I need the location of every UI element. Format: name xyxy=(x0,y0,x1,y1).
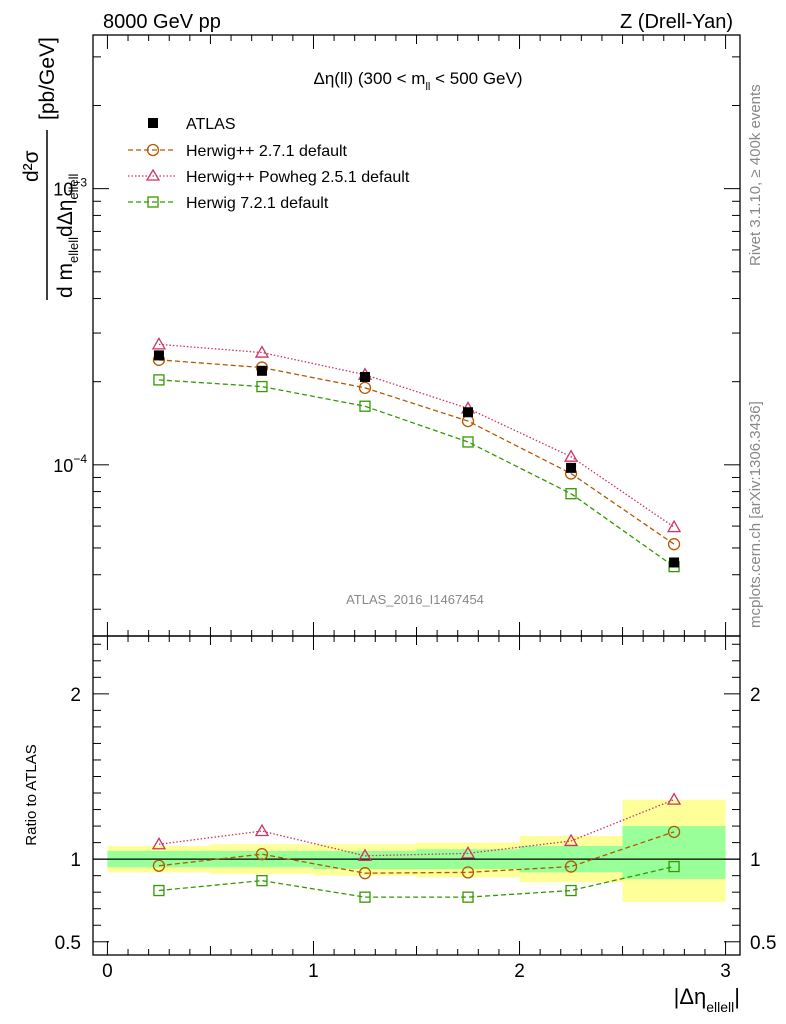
svg-text:Herwig 7.2.1 default: Herwig 7.2.1 default xyxy=(186,195,329,212)
main-series-1 xyxy=(152,353,681,551)
series-line xyxy=(158,359,675,545)
ratio-point xyxy=(563,833,579,847)
ratio-point xyxy=(667,825,681,839)
data-point-atlas xyxy=(566,462,577,473)
legend: ATLAS Herwig++ 2.7.1 default Herwig++ Po… xyxy=(128,116,410,212)
ratio-y-tick-label-left-0: 0.5 xyxy=(55,933,81,954)
legend-entry-herwig-powheg: Herwig++ Powheg 2.5.1 default xyxy=(128,168,410,186)
svg-text:[pb/GeV]: [pb/GeV] xyxy=(36,37,59,120)
series-point xyxy=(358,381,372,394)
ratio-panel-frame xyxy=(92,635,741,956)
main-y-axis-label: d²σ d mellelldΔηellell [pb/GeV] xyxy=(20,37,81,300)
ratio-line xyxy=(158,865,675,898)
side-text-mcplots: mcplots.cern.ch [arXiv:1306.3436] xyxy=(747,401,764,628)
series-point xyxy=(153,374,165,386)
svg-text:Herwig++ 2.7.1 default: Herwig++ 2.7.1 default xyxy=(186,143,348,160)
data-point-atlas xyxy=(256,365,267,376)
data-point-atlas xyxy=(463,407,474,418)
data-point-atlas xyxy=(153,350,164,361)
svg-text:d²σ: d²σ xyxy=(20,150,43,182)
legend-entry-herwig-721: Herwig 7.2.1 default xyxy=(128,195,329,212)
ratio-point xyxy=(153,884,165,897)
main-title: Δη(ll) (300 < mll < 500 GeV) xyxy=(313,69,522,93)
ratio-point xyxy=(256,874,268,887)
data-point-atlas xyxy=(669,557,680,568)
ratio-point xyxy=(666,792,682,805)
legend-marker-triangle xyxy=(145,168,161,181)
ratio-point xyxy=(151,836,167,850)
series-line xyxy=(158,379,675,568)
x-tick-label-1: 1 xyxy=(308,961,319,982)
ratio-y-tick-label-right-2: 2 xyxy=(750,685,761,706)
header-right: Z (Drell-Yan) xyxy=(620,11,733,33)
x-tick-label-0: 0 xyxy=(102,961,113,982)
series-point xyxy=(565,488,577,500)
legend-marker-circle xyxy=(146,143,160,157)
ratio-y-tick-label-right-0: 0.5 xyxy=(750,933,776,954)
ratio-y-tick-label-left-1: 1 xyxy=(70,850,81,871)
series-point xyxy=(666,519,682,533)
ratio-plot-series xyxy=(151,792,682,903)
series-point xyxy=(151,337,167,350)
legend-entry-atlas: ATLAS xyxy=(148,116,236,133)
analysis-watermark: ATLAS_2016_I1467454 xyxy=(346,592,484,607)
ratio-line xyxy=(158,831,675,874)
ratio-point xyxy=(461,866,475,879)
side-text-rivet: Rivet 3.1.10, ≥ 400k events xyxy=(747,84,764,266)
legend-entry-herwig-271: Herwig++ 2.7.1 default xyxy=(128,143,348,160)
series-point xyxy=(254,345,270,358)
ratio-point xyxy=(357,848,373,861)
main-series-2 xyxy=(151,337,682,533)
green-band-bin-5 xyxy=(622,826,726,879)
series-point xyxy=(667,538,681,551)
svg-text:d mellelldΔηellell: d mellelldΔηellell xyxy=(54,173,81,298)
series-point xyxy=(462,436,474,448)
ratio-line xyxy=(158,799,675,857)
main-series-3 xyxy=(153,374,680,573)
ratio-series-1 xyxy=(151,792,682,861)
x-tick-label-3: 3 xyxy=(720,961,731,982)
ratio-point xyxy=(152,859,166,872)
series-point xyxy=(256,380,268,393)
plot-axes xyxy=(92,34,741,956)
series-point xyxy=(563,449,579,462)
ratio-y-axis-label: Ratio to ATLAS xyxy=(23,744,40,845)
x-axis-label: |Δηellell| xyxy=(674,984,740,1015)
tick-labels: 10−4 10−3 0.5 0.5 1 1 2 2 0 1 2 3 xyxy=(53,176,776,982)
ratio-point xyxy=(359,891,371,903)
ratio-y-tick-label-left-2: 2 xyxy=(70,685,81,706)
data-point-atlas xyxy=(359,371,370,382)
svg-text:ATLAS: ATLAS xyxy=(186,116,236,133)
ratio-point xyxy=(358,867,372,880)
legend-marker-atlas xyxy=(148,118,158,128)
header-left: 8000 GeV pp xyxy=(103,11,221,33)
ratio-point xyxy=(462,891,474,903)
ratio-point xyxy=(255,848,269,861)
series-point xyxy=(359,400,371,412)
main-y-tick-label-1: 10−3 xyxy=(53,176,87,200)
ratio-point xyxy=(254,823,270,837)
svg-text:Herwig++ Powheg 2.5.1 default: Herwig++ Powheg 2.5.1 default xyxy=(186,169,410,186)
main-y-tick-label-0: 10−4 xyxy=(53,452,87,476)
x-tick-label-2: 2 xyxy=(514,961,525,982)
ratio-series-2 xyxy=(153,860,680,903)
ratio-point xyxy=(668,860,680,873)
main-series-0 xyxy=(153,350,680,568)
ratio-point xyxy=(564,860,578,873)
ratio-y-tick-label-right-1: 1 xyxy=(750,850,761,871)
ratio-series-0 xyxy=(152,825,681,880)
legend-marker-square xyxy=(147,196,159,208)
ratio-point xyxy=(460,846,476,859)
series-line xyxy=(158,343,675,528)
ratio-point xyxy=(565,884,577,897)
main-plot-series xyxy=(151,337,682,573)
